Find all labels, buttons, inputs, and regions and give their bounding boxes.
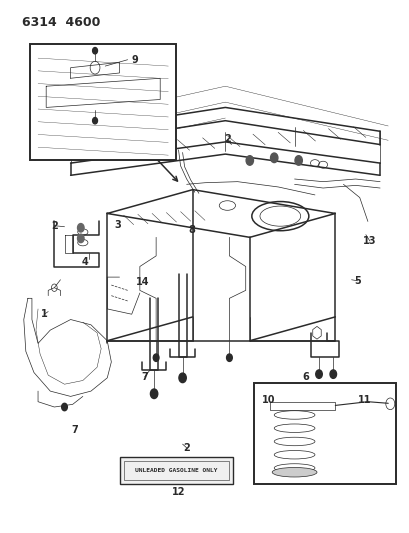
Text: 9: 9 [131,55,138,66]
Circle shape [92,117,97,124]
Circle shape [245,156,253,165]
Circle shape [92,47,97,54]
Text: 2: 2 [183,443,190,453]
Bar [30,44,176,160]
Text: 3: 3 [114,220,121,230]
Circle shape [294,156,301,165]
Circle shape [270,153,277,163]
Text: 2: 2 [223,134,230,144]
Text: 7: 7 [71,425,78,435]
Text: 11: 11 [357,395,370,405]
Text: 5: 5 [353,276,360,286]
Bar [253,383,396,484]
Text: 10: 10 [261,395,275,405]
Circle shape [178,373,186,383]
Circle shape [61,403,67,411]
Text: 6: 6 [302,372,309,382]
Text: 4: 4 [81,257,88,267]
Circle shape [315,370,321,378]
Circle shape [226,354,232,361]
Text: 13: 13 [362,236,376,246]
Text: 12: 12 [171,487,185,497]
Circle shape [329,370,336,378]
Circle shape [150,389,157,399]
Text: 7: 7 [141,372,148,382]
Ellipse shape [272,467,316,477]
Circle shape [77,223,84,232]
Text: 2: 2 [51,221,58,231]
Text: UNLEADED GASOLINE ONLY: UNLEADED GASOLINE ONLY [135,468,217,473]
Circle shape [153,354,159,361]
Text: 6314  4600: 6314 4600 [22,16,100,29]
Text: 1: 1 [40,309,47,319]
FancyBboxPatch shape [120,457,232,484]
Circle shape [77,234,84,243]
Text: 14: 14 [136,277,149,287]
Text: 8: 8 [188,225,195,236]
